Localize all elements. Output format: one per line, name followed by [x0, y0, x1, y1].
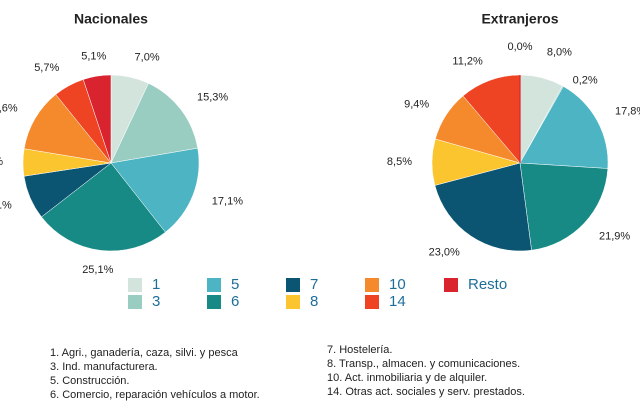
pie-slice — [110, 83, 199, 164]
note: 3. Ind. manufacturera. — [50, 361, 158, 373]
note: 10. Act. inmobiliaria y de alquiler. — [327, 372, 487, 384]
value-label: 17,8% — [615, 105, 640, 117]
legend-swatch — [286, 295, 300, 309]
value-label: 25,1% — [82, 264, 113, 276]
value-label: 11,2% — [452, 56, 483, 68]
value-label: 11,6% — [0, 103, 18, 115]
pie-slice — [434, 162, 532, 252]
value-label: 8,5% — [387, 156, 412, 168]
pie-slice — [41, 162, 166, 252]
note: 7. Hostelería. — [327, 344, 392, 356]
value-label: 7,0% — [135, 52, 160, 64]
legend-swatch — [128, 278, 142, 292]
note: 6. Comercio, reparación vehículos a moto… — [50, 389, 260, 401]
pie-slice — [23, 94, 112, 164]
legend-swatch — [207, 295, 221, 309]
legend-swatch — [365, 295, 379, 309]
chart-title: Nacionales — [74, 11, 148, 27]
legend-label: Resto — [468, 276, 507, 293]
note: 14. Otras act. sociales y serv. prestado… — [327, 386, 525, 398]
legend-label: 6 — [231, 293, 239, 310]
value-label: 21,9% — [599, 231, 630, 243]
value-label: 15,3% — [197, 92, 228, 104]
legend-swatch — [286, 278, 300, 292]
value-label: 0,2% — [573, 75, 598, 87]
value-label: 8,0% — [547, 46, 572, 58]
value-label: 9,4% — [404, 98, 429, 110]
value-label: 5,7% — [34, 62, 59, 74]
legend-label: 5 — [231, 276, 239, 293]
legend-label: 14 — [389, 293, 406, 310]
chart-title: Extranjeros — [481, 11, 558, 27]
legend-swatch — [444, 278, 458, 292]
pie-slice — [82, 74, 112, 164]
legend-swatch — [128, 295, 142, 309]
note: 5. Construcción. — [50, 375, 129, 387]
pie-slice — [519, 162, 609, 251]
value-label: 5,1% — [81, 50, 106, 62]
pie-slice — [519, 86, 609, 169]
value-label: 8,1% — [0, 199, 12, 211]
value-label: 17,1% — [212, 196, 243, 208]
note: 8. Transp., almacen. y comunicaciones. — [327, 358, 520, 370]
legend-label: 1 — [152, 276, 160, 293]
legend-label: 3 — [152, 293, 160, 310]
legend-label: 8 — [310, 293, 318, 310]
value-label: 0,0% — [507, 41, 532, 53]
legend-swatch — [365, 278, 379, 292]
note: 1. Agri., ganadería, caza, silvi. y pesc… — [50, 347, 239, 359]
legend-swatch — [207, 278, 221, 292]
legend-label: 7 — [310, 276, 318, 293]
value-label: 5,0% — [0, 156, 3, 168]
value-label: 23,0% — [429, 247, 460, 259]
pie-slice — [110, 147, 200, 233]
legend-label: 10 — [389, 276, 406, 293]
